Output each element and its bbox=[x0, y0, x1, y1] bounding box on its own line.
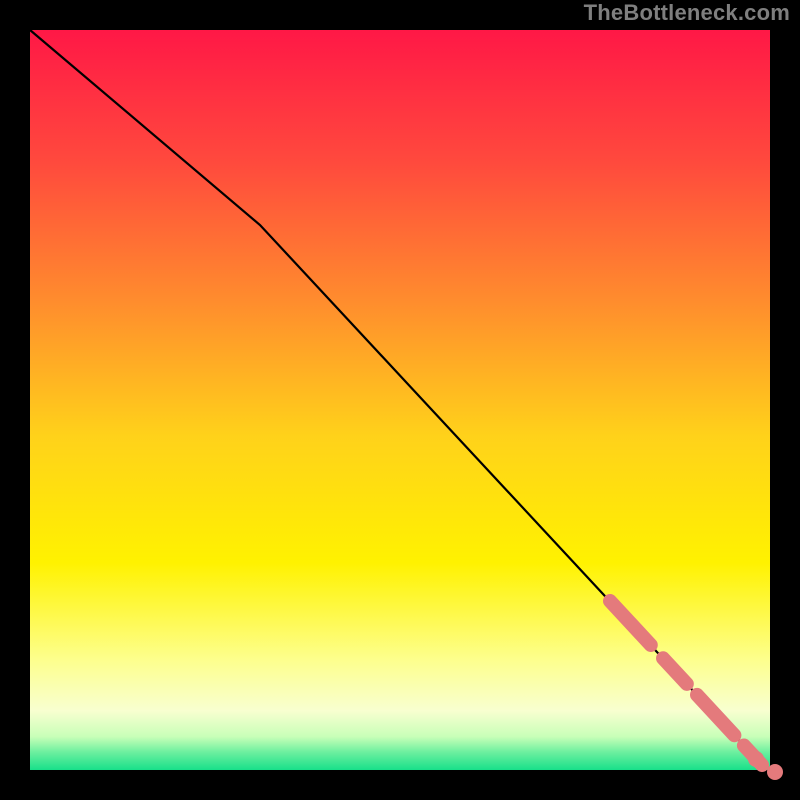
chart-container: TheBottleneck.com bbox=[0, 0, 800, 800]
chart-svg bbox=[0, 0, 800, 800]
attribution-label: TheBottleneck.com bbox=[584, 0, 790, 26]
end-marker bbox=[748, 751, 764, 767]
end-marker bbox=[767, 764, 783, 780]
